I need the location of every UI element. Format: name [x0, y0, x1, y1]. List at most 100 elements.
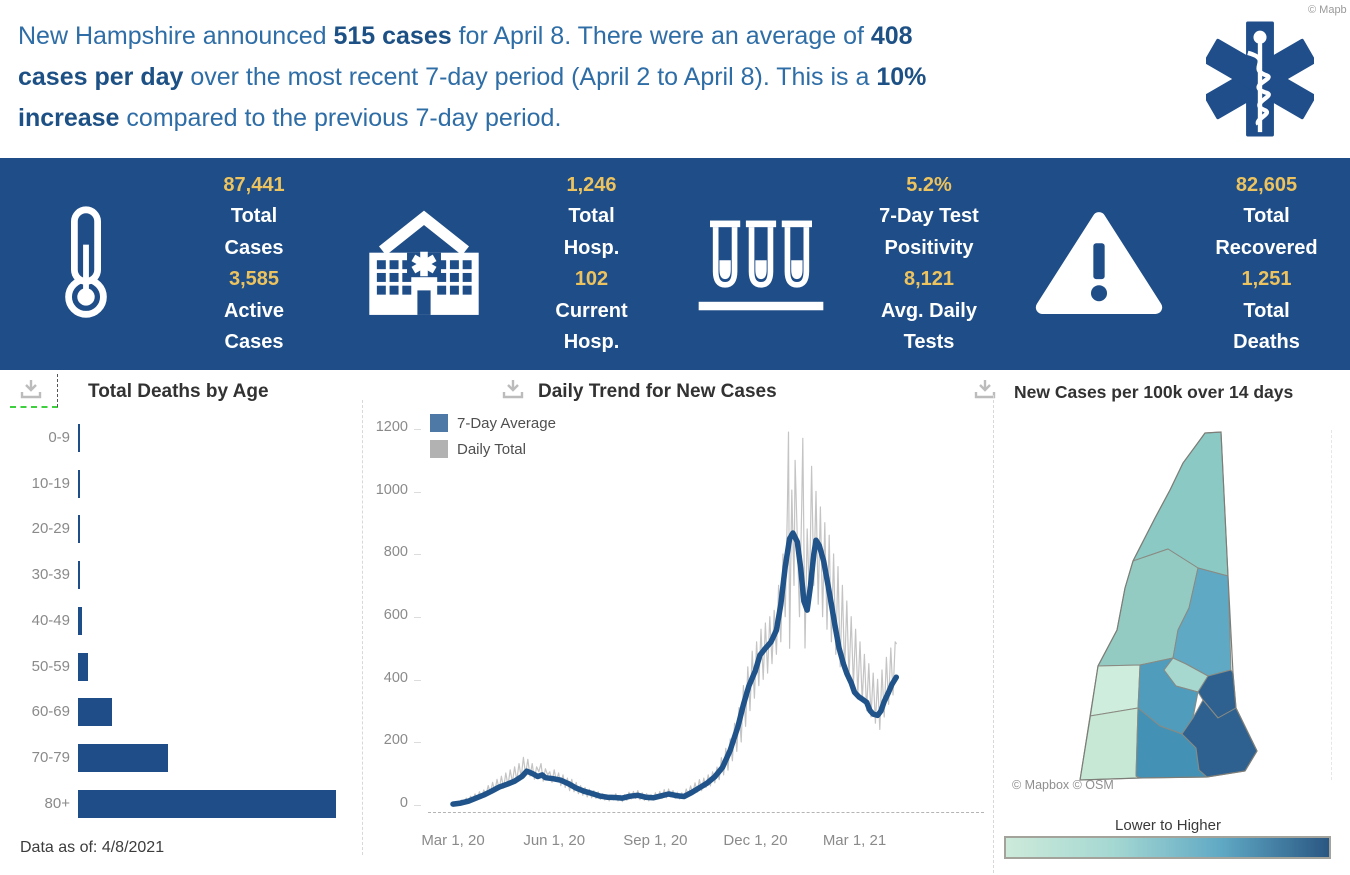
- age-label: 40-49: [31, 611, 70, 629]
- age-label: 0-9: [48, 429, 70, 446]
- y-tick-mark: [414, 429, 421, 430]
- stat-text: 1,246 Total Hosp. 102 Current Hosp.: [510, 170, 674, 359]
- stat-label: Total: [568, 205, 615, 227]
- age-label: 70-79: [31, 748, 70, 766]
- deaths-bar[interactable]: [78, 743, 169, 772]
- headline-line: New Hampshire announced 515 cases for Ap…: [18, 22, 913, 50]
- selection-artifact: [10, 406, 58, 408]
- y-tick-label: 0: [399, 795, 408, 811]
- stat-label: Total: [1243, 205, 1290, 227]
- y-tick-label: 1000: [375, 481, 408, 498]
- stat-label: Total: [230, 205, 278, 227]
- county-cheshire[interactable]: [1079, 707, 1141, 781]
- stat-text: 5.2% 7-Day Test Positivity 8,121 Avg. Daily T…: [847, 170, 1011, 359]
- stat-value: 87,441: [223, 173, 285, 196]
- y-tick-mark: [414, 617, 421, 618]
- star-of-life-icon: [1203, 12, 1317, 146]
- y-tick-label: 600: [383, 607, 408, 623]
- stat-label: Hosp.: [563, 236, 620, 259]
- bar-row: 20-29: [0, 515, 360, 544]
- x-tick-label: Dec 1, 20: [723, 832, 788, 849]
- headline: New Hampshire announced 515 cases for Ap…: [18, 16, 1168, 139]
- deaths-bar[interactable]: [78, 606, 82, 635]
- download-icon[interactable]: [972, 377, 998, 401]
- mapbox-attribution: © Mapbox © OSM: [1012, 778, 1114, 792]
- stat-label: 7-Day Test: [879, 205, 979, 227]
- bar-row: 0-9: [0, 424, 360, 452]
- hospital-icon: [338, 209, 510, 319]
- stat-text: 82,605 Total Recovered 1,251 Total Deaths: [1185, 170, 1349, 359]
- stat-label: Positivity: [884, 236, 974, 259]
- stat-label: Cases: [224, 331, 284, 353]
- county-coos[interactable]: [1132, 431, 1229, 577]
- stat-value: 8,121: [903, 268, 955, 290]
- legend-label: 7-Day Average: [457, 414, 556, 432]
- age-label: 30-39: [31, 566, 70, 584]
- y-tick-mark: [414, 491, 421, 493]
- panel-separator: [993, 395, 994, 873]
- age-label: 50-59: [31, 657, 70, 675]
- x-tick-label: Mar 1, 20: [421, 832, 485, 849]
- download-icon[interactable]: [18, 377, 44, 401]
- stat-value: 5.2%: [906, 173, 952, 196]
- trend-legend: 7-Day Average Daily Total: [430, 410, 556, 462]
- stat-label: Total: [1243, 299, 1290, 322]
- stat-text: 87,441 Total Cases 3,585 Active Cases: [172, 170, 336, 359]
- stat-value: 1,251: [1241, 268, 1292, 290]
- panel-separator: [1331, 430, 1332, 780]
- y-tick-mark: [414, 805, 421, 806]
- deaths-bar[interactable]: [78, 424, 80, 452]
- y-tick-label: 1200: [375, 419, 408, 435]
- legend-item: 7-Day Average: [430, 410, 556, 436]
- map-color-gradient: [1004, 836, 1331, 859]
- headline-line: increase compared to the previous 7-day …: [18, 104, 562, 132]
- stat-value: 3,585: [228, 268, 280, 290]
- deaths-bar[interactable]: [78, 561, 80, 590]
- legend-swatch: [430, 440, 448, 458]
- bar-row: 80+: [0, 789, 360, 818]
- daily-total-line: [452, 431, 897, 805]
- deaths-chart-title: Total Deaths by Age: [88, 381, 269, 402]
- bar-row: 70-79: [0, 743, 360, 772]
- deaths-bar[interactable]: [78, 515, 80, 544]
- age-label: 60-69: [31, 703, 70, 721]
- warning-triangle-icon: [1013, 209, 1185, 319]
- selection-artifact: [57, 374, 58, 407]
- stat-value: 82,605: [1235, 173, 1298, 196]
- x-tick-label: Sep 1, 20: [623, 832, 688, 849]
- data-as-of-label: Data as of: 4/8/2021: [20, 839, 165, 856]
- stat-label: Deaths: [1233, 331, 1300, 353]
- bar-row: 10-19: [0, 469, 360, 498]
- bar-row: 40-49: [0, 606, 360, 635]
- bar-row: 30-39: [0, 561, 360, 590]
- legend-label: Daily Total: [457, 440, 526, 458]
- download-icon[interactable]: [500, 377, 526, 401]
- test-tubes-icon: [675, 211, 847, 317]
- stat-value: 1,246: [566, 173, 617, 196]
- seven-day-average-line: [450, 530, 900, 807]
- x-axis-line: [428, 812, 984, 813]
- y-tick-mark: [414, 742, 421, 744]
- stats-banner: 87,441 Total Cases 3,585 Active Cases 1,246 Tot…: [0, 158, 1350, 370]
- stat-label: Active: [223, 299, 285, 322]
- y-tick-mark: [414, 679, 421, 681]
- deaths-bar[interactable]: [78, 789, 336, 818]
- thermometer-icon: [0, 204, 172, 324]
- stat-label: Avg. Daily: [881, 299, 977, 322]
- stat-label: Recovered: [1215, 236, 1318, 259]
- age-label: 80+: [44, 794, 70, 812]
- map-title: New Cases per 100k over 14 days: [1014, 382, 1294, 402]
- bar-row: 50-59: [0, 652, 360, 681]
- stat-label: Cases: [224, 236, 284, 259]
- headline-line: cases per day over the most recent 7-day…: [18, 63, 927, 91]
- state-outline: [1079, 431, 1258, 781]
- deaths-bar[interactable]: [78, 652, 88, 681]
- trend-chart: [425, 415, 985, 820]
- y-tick-label: 400: [383, 669, 408, 686]
- stat-label: Hosp.: [563, 331, 620, 353]
- deaths-bar[interactable]: [78, 698, 112, 727]
- stat-label: Tests: [903, 331, 955, 353]
- trend-chart-title: Daily Trend for New Cases: [538, 381, 777, 402]
- deaths-bar[interactable]: [78, 469, 80, 498]
